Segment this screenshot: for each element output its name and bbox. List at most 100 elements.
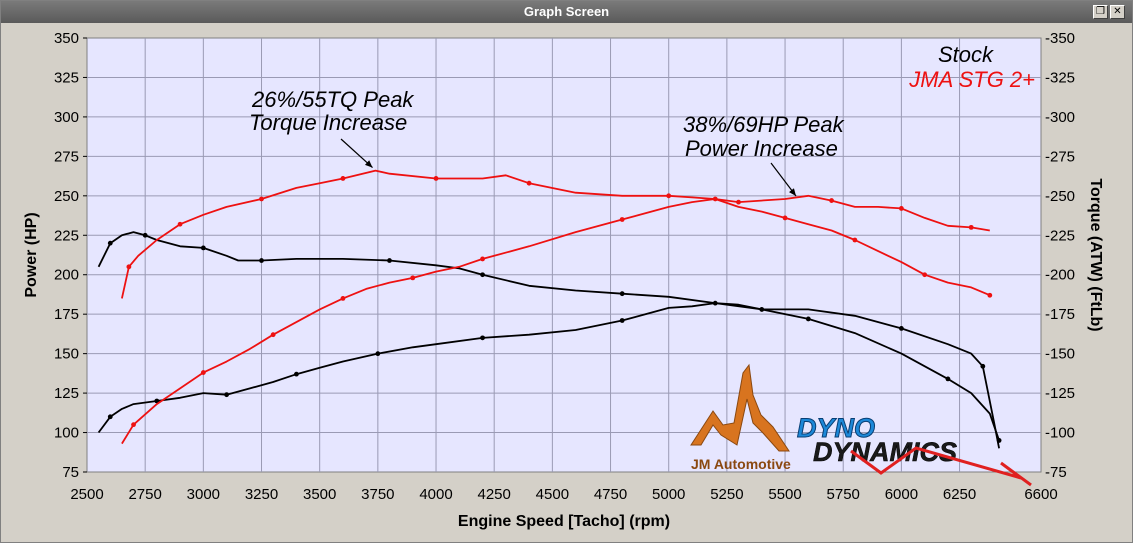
y-right-tick-label: -325 bbox=[1045, 69, 1075, 86]
stock-power-point bbox=[375, 351, 381, 357]
jma-stg2-power-point bbox=[340, 296, 346, 301]
annotation-arrowhead bbox=[789, 188, 797, 196]
y-axis-left-label: Power (HP) bbox=[23, 212, 40, 297]
stock-torque-point bbox=[619, 291, 625, 297]
y-right-tick-label: -150 bbox=[1045, 346, 1075, 363]
close-window-button[interactable]: ✕ bbox=[1110, 5, 1125, 19]
stock-power-point bbox=[805, 316, 811, 322]
power-annotation-line1: 38%/69HP Peak bbox=[683, 112, 845, 137]
dyno-logo-swoosh bbox=[850, 446, 1032, 487]
jma-stg2-torque-point bbox=[177, 221, 183, 227]
dyno-dynamics-logo: DYNO DYNAMICS bbox=[797, 413, 1032, 487]
jma-stg2-torque-point bbox=[968, 224, 974, 230]
window-title: Graph Screen bbox=[523, 4, 610, 19]
jma-stg2-torque-point bbox=[526, 180, 532, 186]
y-right-tick-label: -175 bbox=[1045, 306, 1075, 323]
y-right-tick-label: -125 bbox=[1045, 385, 1075, 402]
jma-stg2-torque-point bbox=[736, 199, 741, 205]
restore-icon: ❐ bbox=[1096, 6, 1105, 17]
jma-stg2-power-point bbox=[987, 292, 993, 298]
x-tick-label: 6000 bbox=[885, 486, 918, 503]
plot-area bbox=[86, 37, 1042, 473]
y-right-tick-label: -250 bbox=[1045, 188, 1075, 205]
y-left-tick-label: 125 bbox=[54, 385, 79, 402]
y-left-tick-label: 250 bbox=[54, 188, 79, 205]
dyno-chart: 2500 2750 3000 3250 3500 3750 4000 4250 4500 4750… bbox=[1, 23, 1132, 542]
x-tick-label: 4000 bbox=[419, 486, 452, 503]
jma-stg2-power-point bbox=[922, 272, 928, 278]
stock-torque-point bbox=[142, 232, 148, 238]
legend: Stock JMA STG 2+ bbox=[908, 42, 1035, 92]
jma-stg2-torque-point bbox=[666, 193, 672, 199]
jma-stg2-power-point bbox=[619, 217, 625, 222]
stock-power-point bbox=[619, 318, 625, 323]
stock-torque-point bbox=[898, 325, 904, 331]
jma-stg2-torque-point bbox=[340, 176, 346, 181]
jma-stg2-power-point bbox=[270, 332, 276, 338]
y-right-tick-label: -300 bbox=[1045, 109, 1075, 126]
title-bar: Graph Screen ❐ ✕ bbox=[1, 1, 1132, 23]
jma-stg2-torque-point bbox=[898, 206, 904, 211]
y-left-tick-label: 175 bbox=[54, 306, 79, 323]
stock-power-point bbox=[154, 398, 160, 404]
x-tick-label: 2500 bbox=[70, 486, 103, 503]
stock-power-point bbox=[480, 335, 485, 341]
y-right-tick-label: -275 bbox=[1045, 148, 1075, 165]
x-axis-label: Engine Speed [Tacho] (rpm) bbox=[458, 513, 670, 530]
y-right-tick-label: -75 bbox=[1045, 464, 1067, 481]
y-right-tick-labels: -75 -100 -125 -150 -175 -200 -225 -250 -275 -300 -… bbox=[1045, 30, 1075, 481]
y-right-tick-label: -200 bbox=[1045, 267, 1075, 284]
jma-stg2-power-point bbox=[782, 215, 788, 221]
stock-power-point bbox=[294, 371, 299, 377]
jma-stg2-power-point bbox=[200, 370, 206, 375]
y-right-tick-label: -100 bbox=[1045, 425, 1075, 442]
series-group bbox=[97, 169, 1002, 449]
stock-power-point bbox=[224, 392, 230, 398]
legend-stock: Stock bbox=[938, 42, 994, 67]
restore-window-button[interactable]: ❐ bbox=[1093, 5, 1108, 19]
jma-stg2-power-point bbox=[712, 196, 718, 202]
y-left-tick-label: 150 bbox=[54, 346, 79, 363]
legend-jma-stg2: JMA STG 2+ bbox=[908, 67, 1035, 92]
x-tick-label: 4250 bbox=[478, 486, 511, 503]
x-tick-label: 3750 bbox=[361, 486, 394, 503]
close-icon: ✕ bbox=[1113, 6, 1122, 17]
jma-stg2-torque-point bbox=[433, 176, 439, 181]
x-tick-label: 5750 bbox=[827, 486, 860, 503]
y-left-tick-label: 350 bbox=[54, 30, 79, 47]
x-tick-labels: 2500 2750 3000 3250 3500 3750 4000 4250 4500 4750… bbox=[70, 486, 1057, 503]
x-tick-label: 6250 bbox=[943, 486, 976, 503]
annotation-arrowhead bbox=[364, 160, 373, 168]
stock-power-point bbox=[712, 300, 718, 306]
grid-lines bbox=[87, 38, 1041, 472]
stock-power-point bbox=[107, 414, 113, 420]
x-tick-label: 5000 bbox=[652, 486, 685, 503]
jma-stg2-torque-point bbox=[259, 196, 264, 202]
dyno-logo-top: DYNO bbox=[797, 413, 875, 443]
torque-annotation-line2: Torque Increase bbox=[249, 110, 407, 135]
stock-power-point bbox=[996, 438, 1002, 443]
y-left-tick-label: 200 bbox=[54, 267, 79, 284]
y-left-tick-label: 300 bbox=[54, 109, 79, 126]
x-tick-label: 3500 bbox=[303, 486, 336, 503]
stock-power-point bbox=[945, 376, 951, 382]
jma-stg2-power-point bbox=[480, 256, 485, 262]
torque-annotation: 26%/55TQ Peak Torque Increase bbox=[249, 87, 414, 169]
y-axis-right-label: Torque (ATW) (FtLb) bbox=[1087, 178, 1104, 331]
x-tick-label: 3250 bbox=[245, 486, 278, 503]
y-right-tick-label: -225 bbox=[1045, 227, 1075, 244]
y-left-tick-labels: 75 100 125 150 175 200 225 250 275 300 325 350 bbox=[54, 30, 87, 481]
x-tick-label: 4500 bbox=[536, 486, 569, 503]
x-tick-label: 5250 bbox=[710, 486, 743, 503]
x-tick-label: 2750 bbox=[128, 486, 161, 503]
stock-torque-point bbox=[107, 240, 113, 246]
jm-logo-text: JM Automotive bbox=[691, 456, 791, 472]
jma-stg2-power-point bbox=[131, 422, 136, 428]
jma-stg2-power-line bbox=[121, 198, 991, 445]
stock-power-line bbox=[97, 302, 1000, 441]
x-tick-label: 6600 bbox=[1024, 486, 1057, 503]
jm-automotive-logo: JM Automotive bbox=[690, 363, 791, 472]
jma-stg2-torque-point bbox=[126, 264, 132, 270]
y-left-tick-label: 325 bbox=[54, 69, 79, 86]
